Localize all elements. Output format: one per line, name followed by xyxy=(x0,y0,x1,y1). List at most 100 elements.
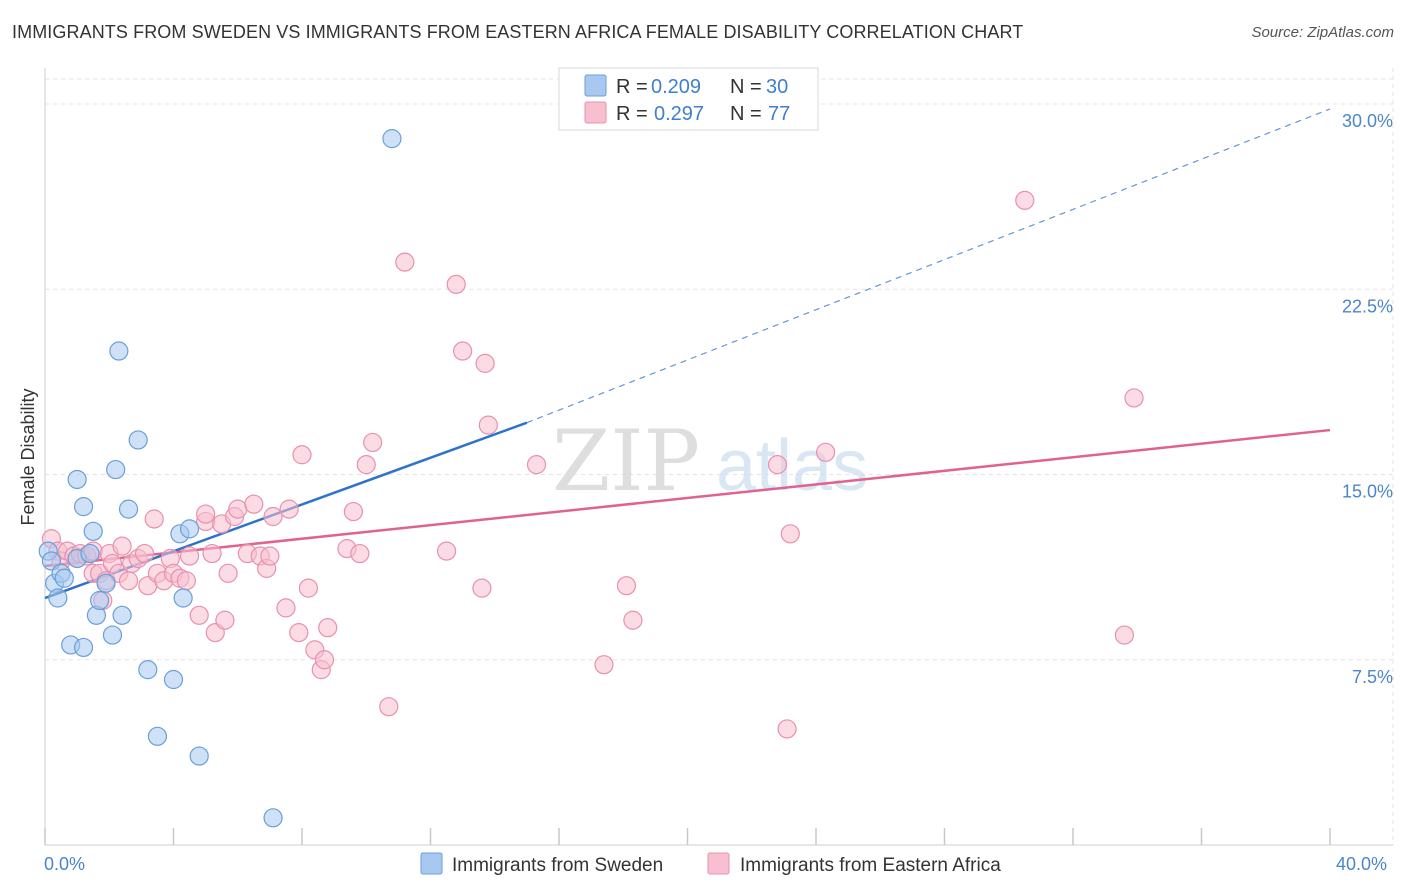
sweden-point xyxy=(102,625,123,645)
sweden-point xyxy=(73,497,94,517)
eafrica-point xyxy=(298,578,319,598)
legend-r-value-sweden: 0.209 xyxy=(651,76,701,98)
eafrica-point xyxy=(616,576,637,596)
eafrica-trend-line xyxy=(44,428,1331,568)
sweden-point xyxy=(54,568,74,588)
y-tick-label: 7.5% xyxy=(1352,667,1393,687)
sweden-point xyxy=(263,808,283,828)
eafrica-point xyxy=(343,501,363,522)
eafrica-point xyxy=(594,655,614,675)
watermark-atlas: atlas xyxy=(716,426,868,506)
sweden-point xyxy=(83,521,103,541)
eafrica-point xyxy=(228,499,248,519)
x-tick-label-min: 0.0% xyxy=(44,854,85,874)
eafrica-point xyxy=(318,618,338,638)
eafrica-point xyxy=(292,445,312,465)
sweden-point xyxy=(90,590,110,611)
eafrica-point xyxy=(196,504,216,524)
y-tick-label: 15.0% xyxy=(1342,482,1393,502)
eafrica-point xyxy=(395,252,415,272)
eafrica-point xyxy=(472,578,492,598)
bottom-legend-label-eafrica: Immigrants from Eastern Africa xyxy=(740,855,1001,876)
y-tick-labels: 7.5% 15.0% 22.5% 30.0% xyxy=(1342,111,1393,687)
eafrica-point xyxy=(379,697,399,717)
bottom-legend-swatch-eafrica xyxy=(707,852,730,875)
eafrica-point xyxy=(475,353,495,373)
sweden-point xyxy=(128,430,148,450)
legend-r-label-eafrica: R = xyxy=(616,103,648,125)
legend-r-value-eafrica: 0.297 xyxy=(654,103,704,125)
eafrica-point xyxy=(1015,190,1035,210)
sweden-point xyxy=(96,573,116,593)
eafrica-point xyxy=(244,494,264,514)
source-label: Source: ZipAtlas.com xyxy=(1251,24,1394,41)
eafrica-point xyxy=(260,546,280,566)
bottom-legend-label-sweden: Immigrants from Sweden xyxy=(452,855,663,876)
sweden-point xyxy=(109,341,129,361)
eafrica-point xyxy=(446,274,466,294)
eafrica-point xyxy=(218,563,238,583)
sweden-points xyxy=(38,129,402,828)
sweden-point xyxy=(112,605,132,625)
eafrica-point xyxy=(816,442,836,462)
eafrica-point xyxy=(176,571,196,591)
eafrica-point xyxy=(526,455,547,475)
watermark-zip: ZIP xyxy=(552,412,700,510)
sweden-point xyxy=(147,726,168,746)
legend-n-label-sweden: N = xyxy=(730,76,762,98)
sweden-point xyxy=(163,669,184,690)
eafrica-point xyxy=(1114,625,1135,645)
eafrica-point xyxy=(780,524,800,544)
sweden-point xyxy=(80,543,100,564)
y-tick-label: 30.0% xyxy=(1342,111,1393,131)
legend-swatch-eafrica xyxy=(584,101,607,124)
eafrica-point xyxy=(289,622,309,643)
sweden-point xyxy=(382,129,402,149)
eafrica-point xyxy=(144,509,164,529)
y-tick-label: 22.5% xyxy=(1342,296,1393,316)
correlation-legend: R = 0.209 N = 30 R = 0.297 N = 77 xyxy=(558,67,819,131)
eafrica-point xyxy=(350,543,370,564)
eafrica-point xyxy=(453,341,473,361)
sweden-point xyxy=(73,637,94,658)
eafrica-point xyxy=(314,650,335,670)
x-tick-label-max: 40.0% xyxy=(1336,854,1387,874)
sweden-point xyxy=(189,746,209,766)
series-legend: Immigrants from Sweden Immigrants from E… xyxy=(420,852,1001,876)
eafrica-point xyxy=(189,605,209,625)
sweden-point xyxy=(48,588,68,608)
eafrica-point xyxy=(478,415,498,435)
eafrica-point xyxy=(436,541,457,561)
sweden-point xyxy=(118,499,139,519)
eafrica-point xyxy=(279,499,299,519)
eafrica-point xyxy=(263,506,283,527)
sweden-point xyxy=(138,660,158,680)
sweden-point xyxy=(106,459,126,480)
eafrica-point xyxy=(118,571,139,591)
sweden-point xyxy=(173,588,193,608)
eafrica-point xyxy=(1124,388,1144,408)
eafrica-point xyxy=(179,546,200,566)
chart-title: IMMIGRANTS FROM SWEDEN VS IMMIGRANTS FRO… xyxy=(12,22,1024,42)
eafrica-point xyxy=(623,610,643,630)
eafrica-point xyxy=(202,543,222,564)
eafrica-point xyxy=(112,536,132,556)
y-axis-label: Female Disability xyxy=(18,388,38,525)
eafrica-point xyxy=(767,455,788,475)
x-ticks xyxy=(44,828,1331,845)
eafrica-points xyxy=(41,190,1144,739)
bottom-legend-swatch-sweden xyxy=(420,852,443,875)
eafrica-point xyxy=(363,432,383,453)
eafrica-point xyxy=(356,455,376,475)
legend-swatch-sweden xyxy=(584,74,607,97)
legend-n-label-eafrica: N = xyxy=(730,103,762,125)
eafrica-point xyxy=(134,543,155,564)
legend-r-label-sweden: R = xyxy=(616,76,648,98)
eafrica-point xyxy=(215,610,235,630)
sweden-trend-extension xyxy=(526,108,1331,424)
eafrica-point xyxy=(777,719,797,739)
sweden-point xyxy=(179,519,200,539)
legend-n-value-eafrica: 77 xyxy=(768,103,790,125)
sweden-point xyxy=(67,469,87,490)
